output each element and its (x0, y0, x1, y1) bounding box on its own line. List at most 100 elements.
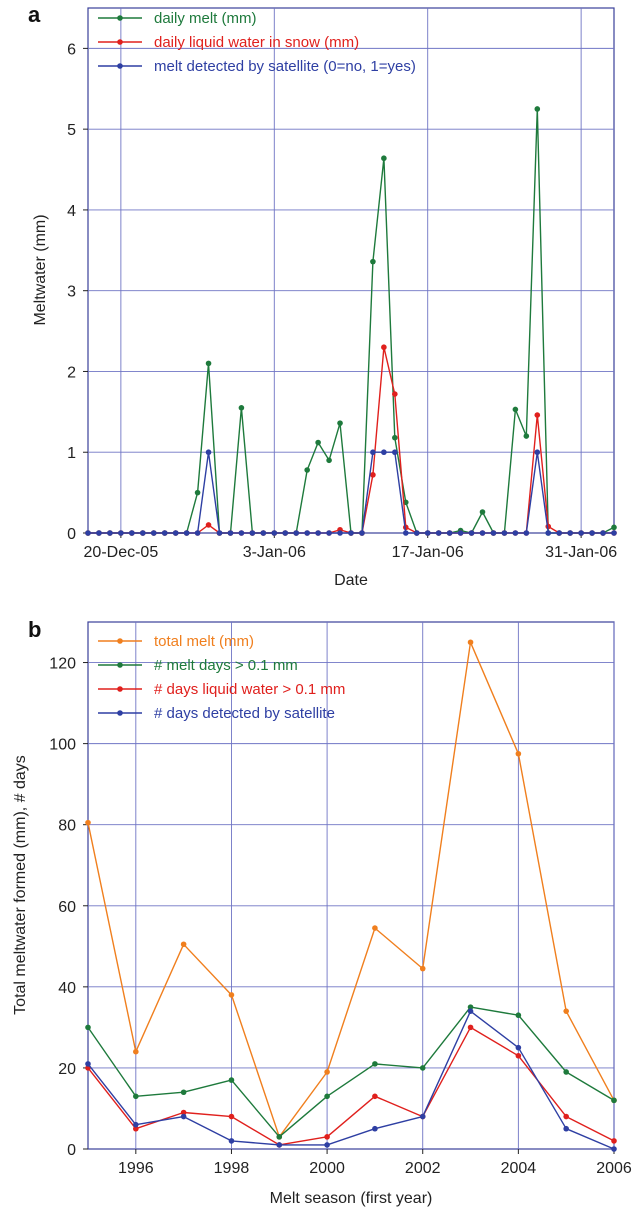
data-point (337, 530, 343, 536)
y-tick-label: 0 (67, 526, 76, 543)
data-point (563, 1008, 569, 1014)
data-point (611, 1097, 617, 1104)
data-point (545, 530, 552, 536)
data-point (372, 1061, 378, 1067)
x-tick-label: 2004 (501, 1160, 537, 1177)
x-tick-label: 17-Jan-06 (392, 544, 464, 561)
legend-marker (117, 662, 123, 668)
data-point (107, 530, 113, 536)
data-point (180, 1109, 187, 1116)
data-point (467, 1008, 474, 1014)
data-point (129, 530, 135, 536)
series-line (87, 1006, 615, 1138)
data-point (515, 1052, 522, 1059)
data-point (534, 412, 541, 418)
x-tick-label: 1998 (214, 1160, 250, 1177)
legend-marker (117, 15, 123, 21)
data-point (600, 530, 606, 536)
data-point (180, 1113, 187, 1120)
data-point (238, 530, 245, 536)
series-line (87, 641, 615, 1138)
data-point (563, 1113, 569, 1120)
data-point (326, 457, 332, 464)
data-point (515, 1012, 522, 1019)
data-point (446, 530, 453, 536)
y-tick-label: 4 (67, 203, 76, 220)
data-point (183, 530, 190, 536)
x-tick-label: 2002 (405, 1160, 441, 1177)
y-tick-label: 6 (67, 41, 76, 58)
series-line (87, 1026, 615, 1146)
legend-label: # days liquid water > 0.1 mm (154, 681, 345, 698)
data-point (468, 530, 475, 536)
data-point (419, 1113, 426, 1120)
data-point (467, 1004, 474, 1010)
data-point (490, 530, 497, 536)
legend: total melt (mm) # melt days > 0.1 mm # day… (98, 633, 345, 722)
plot-frame (87, 7, 615, 534)
data-point (372, 1125, 378, 1132)
data-point (315, 530, 321, 536)
legend-label: melt detected by satellite (0=no, 1=yes) (154, 58, 416, 75)
data-point (228, 1077, 235, 1083)
data-point (457, 530, 464, 536)
data-point (567, 530, 573, 536)
panel-a-ylabel: Meltwater (mm) (32, 214, 49, 325)
data-point (534, 449, 541, 456)
series-line (87, 1010, 615, 1150)
plot-frame (87, 621, 615, 1150)
data-point (392, 449, 398, 456)
data-point (515, 1044, 522, 1051)
data-point (523, 530, 530, 536)
legend-label: total melt (mm) (154, 633, 254, 650)
data-point (467, 639, 474, 646)
data-point (479, 509, 486, 515)
x-tick-label: 31-Jan-06 (545, 544, 617, 561)
legend-marker (117, 686, 123, 692)
data-point (424, 530, 431, 536)
legend-marker (117, 63, 123, 69)
legend-label: daily melt (mm) (154, 10, 257, 27)
legend-marker (117, 710, 123, 716)
data-point (271, 530, 278, 536)
data-point (133, 1125, 139, 1132)
data-point (413, 530, 420, 536)
data-point (324, 1134, 330, 1140)
data-point (326, 530, 332, 536)
data-point (228, 1138, 235, 1144)
data-point (392, 391, 398, 397)
x-tick-label: 1996 (118, 1160, 154, 1177)
data-point (238, 405, 245, 411)
y-tick-label: 100 (49, 737, 76, 754)
data-point (370, 449, 376, 456)
data-point (324, 1142, 330, 1148)
data-point (563, 1125, 569, 1132)
data-point (85, 819, 91, 826)
data-point (205, 522, 212, 528)
data-point (381, 155, 387, 162)
data-point (96, 530, 102, 536)
data-point (563, 1069, 569, 1075)
data-point (337, 420, 343, 426)
x-tick-label: 20-Dec-05 (84, 544, 159, 561)
data-point (205, 449, 212, 456)
chart-panel-b: b Total meltwater formed (mm), # days Me… (12, 617, 632, 1207)
data-point (180, 941, 187, 948)
legend-marker (117, 638, 123, 644)
data-point (276, 1134, 283, 1140)
data-point (194, 489, 201, 496)
data-point (372, 1093, 378, 1100)
data-point (249, 530, 256, 536)
data-point (304, 530, 310, 536)
data-point (515, 750, 522, 757)
data-point (359, 530, 365, 536)
data-point (282, 530, 289, 536)
data-point (216, 530, 223, 536)
y-tick-label: 3 (67, 284, 76, 301)
data-point (381, 344, 387, 351)
y-tick-label: 5 (67, 122, 76, 139)
x-tick-label: 3-Jan-06 (243, 544, 306, 561)
panel-b-letter: b (28, 617, 41, 642)
data-point (228, 992, 235, 998)
data-point (392, 434, 398, 441)
